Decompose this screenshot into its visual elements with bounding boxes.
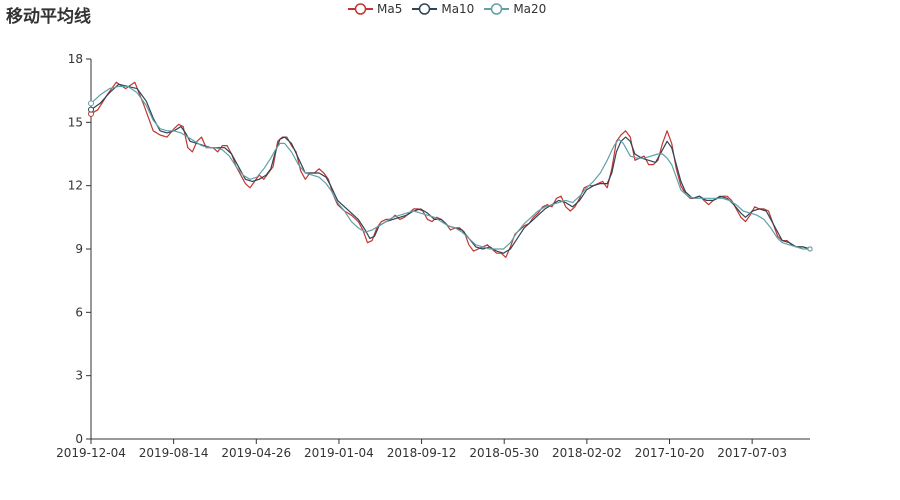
chart-title: 移动平均线 (6, 7, 91, 27)
series-point-ma10 (88, 106, 94, 113)
legend-item-ma20[interactable]: Ma20 (484, 2, 546, 16)
series-point-ma20 (807, 246, 813, 252)
y-tick-label: 15 (68, 115, 83, 129)
legend-item-ma10[interactable]: Ma10 (412, 2, 474, 16)
y-tick-label: 3 (75, 369, 83, 383)
x-tick-label: 2018-09-12 (387, 446, 457, 460)
series-line-ma5 (90, 81, 811, 258)
x-tick-label: 2019-08-14 (139, 446, 209, 460)
series-line-ma10 (90, 83, 811, 254)
y-tick-label: 9 (75, 242, 83, 256)
legend-ma10-icon (412, 3, 438, 15)
legend-label-ma5: Ma5 (377, 2, 403, 16)
legend-label-ma10: Ma10 (441, 2, 475, 16)
legend: Ma5 Ma10 Ma20 (348, 2, 546, 16)
y-tick-label: 6 (75, 305, 83, 319)
y-tick-label: 12 (68, 179, 83, 193)
legend-label-ma20: Ma20 (513, 2, 547, 16)
series-line-ma20 (90, 85, 810, 250)
y-tick-label: 0 (75, 432, 83, 446)
legend-item-ma5[interactable]: Ma5 (348, 2, 402, 16)
series-point-ma20 (88, 100, 94, 107)
x-tick-label: 2018-05-30 (469, 446, 539, 460)
y-tick-label: 18 (68, 52, 83, 66)
legend-ma5-icon (348, 3, 373, 15)
series-group (88, 81, 813, 258)
x-tick-label: 2019-01-04 (304, 446, 374, 460)
x-tick-label: 2017-07-03 (717, 446, 787, 460)
axes: 0 3 6 9 12 15 18 2019-12-04 2019-08-14 2019-04-26… (56, 52, 810, 460)
x-tick-label: 2018-02-02 (552, 446, 622, 460)
legend-ma20-icon (484, 3, 510, 15)
x-tick-label: 2017-10-20 (635, 446, 705, 460)
x-tick-label: 2019-12-04 (56, 446, 126, 460)
x-tick-label: 2019-04-26 (221, 446, 291, 460)
